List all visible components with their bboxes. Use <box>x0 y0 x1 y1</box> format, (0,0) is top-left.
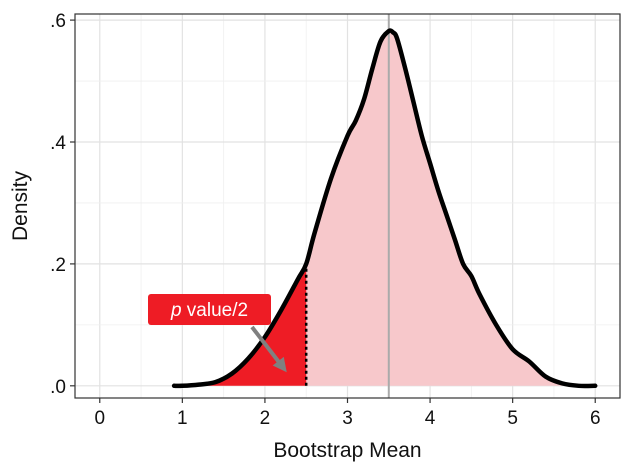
y-tick-label: .4 <box>50 133 66 154</box>
x-tick-label: 2 <box>260 408 271 429</box>
callout-italic-p: p <box>170 300 182 321</box>
callout-arrow <box>250 325 285 369</box>
x-tick-label: 0 <box>94 408 105 429</box>
x-tick-label: 4 <box>425 408 436 429</box>
x-tick-label: 3 <box>342 408 353 429</box>
x-tick-label: 5 <box>507 408 518 429</box>
callout-label-rest: value/2 <box>182 300 249 321</box>
y-tick-label: .0 <box>50 377 66 398</box>
callout-arrowhead <box>272 356 287 373</box>
callout-label: p value/2 <box>170 300 248 321</box>
p-value-callout: p value/2 <box>148 294 287 373</box>
x-axis-title: Bootstrap Mean <box>273 439 421 462</box>
shaded-density-area <box>174 30 579 386</box>
density-curve <box>171 28 598 389</box>
y-tick-label: .6 <box>50 11 66 32</box>
axis-ticks: 0 1 2 3 4 5 6 .0 .2 .4 .6 <box>50 11 600 429</box>
x-tick-label: 6 <box>590 408 601 429</box>
y-axis-title: Density <box>9 170 32 241</box>
callout-box <box>148 294 271 325</box>
x-tick-label: 1 <box>177 408 188 429</box>
y-tick-label: .2 <box>50 255 66 276</box>
